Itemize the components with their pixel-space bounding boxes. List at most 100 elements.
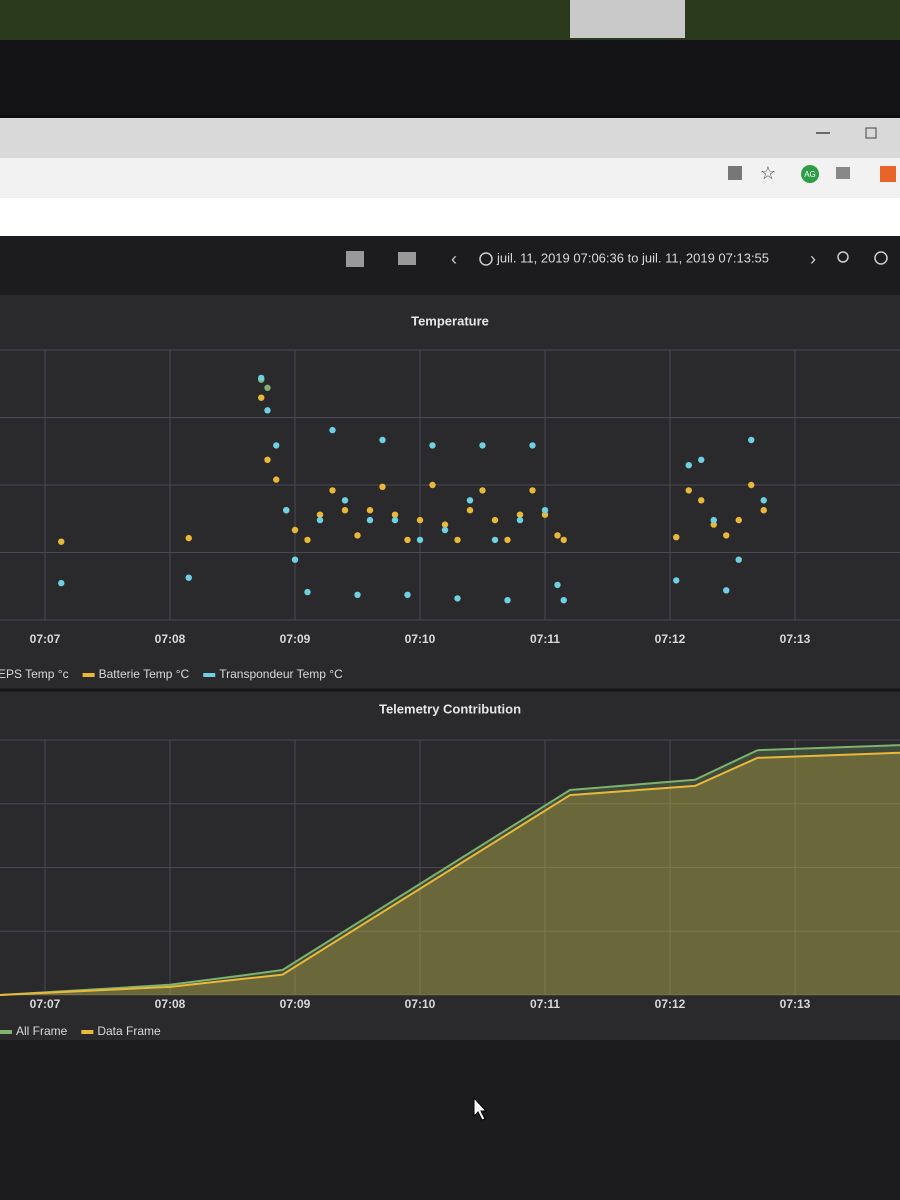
data-point [710, 521, 717, 528]
data-point [404, 591, 411, 598]
avatar-text: AG [804, 170, 816, 179]
data-point [673, 534, 680, 541]
bezel [0, 40, 900, 115]
data-point [329, 487, 336, 494]
data-point [354, 591, 361, 598]
data-point [504, 597, 511, 604]
data-point [760, 497, 767, 504]
data-point [554, 532, 561, 539]
data-point [466, 507, 474, 514]
data-point [554, 581, 561, 589]
background [0, 0, 900, 40]
data-point [264, 407, 271, 414]
data-point [735, 556, 742, 563]
data-point [491, 516, 499, 524]
clock-icon [479, 252, 493, 266]
data-point [58, 579, 65, 587]
panel [0, 295, 900, 695]
data-point [416, 536, 424, 544]
data-point [516, 516, 524, 524]
data-point [698, 456, 705, 463]
extension-icon[interactable] [880, 166, 896, 182]
data-point [258, 374, 265, 382]
legend-label: All Frame [16, 1024, 68, 1038]
video-icon[interactable] [836, 167, 850, 179]
legend-swatch [0, 1030, 12, 1034]
restore-button[interactable] [865, 127, 877, 139]
data-point [258, 394, 265, 401]
x-tick-label: 07:13 [780, 632, 811, 646]
legend-swatch [81, 1030, 94, 1034]
data-point [673, 577, 680, 584]
zoom-out-button[interactable] [837, 251, 849, 263]
x-tick-label: 07:10 [405, 632, 436, 646]
x-tick-label: 07:09 [280, 997, 311, 1011]
data-point [304, 536, 311, 544]
page-top [0, 198, 900, 236]
data-point [185, 574, 192, 581]
legend-label: EPS Temp °c [0, 667, 69, 681]
data-point [416, 516, 424, 524]
data-point [466, 497, 474, 504]
time-range[interactable]: juil. 11, 2019 07:06:36 to juil. 11, 201… [496, 250, 769, 265]
data-point [560, 597, 567, 604]
tv-mode-button[interactable] [398, 252, 416, 265]
legend-label: Batterie Temp °C [99, 667, 190, 681]
data-point [529, 487, 536, 494]
data-point [379, 483, 386, 490]
data-point [316, 516, 324, 524]
data-point [441, 526, 449, 534]
share-button[interactable] [346, 251, 364, 267]
data-point [391, 516, 399, 524]
data-point [685, 487, 692, 494]
address-bar [0, 158, 900, 198]
data-point [429, 481, 436, 489]
x-tick-label: 07:11 [530, 997, 560, 1011]
data-point [391, 511, 399, 518]
x-tick-label: 07:08 [155, 632, 186, 646]
legend-label: Data Frame [97, 1024, 161, 1038]
x-tick-label: 07:12 [655, 632, 686, 646]
avatar[interactable] [801, 165, 819, 183]
translate-icon[interactable] [728, 166, 742, 180]
x-tick-label: 07:11 [530, 632, 560, 646]
data-point [273, 476, 280, 483]
data-point [723, 587, 730, 594]
data-point [504, 536, 511, 544]
data-point [479, 487, 486, 494]
data-point [541, 507, 549, 514]
data-point [329, 426, 336, 434]
data-point [366, 516, 374, 524]
bookmark-icon[interactable]: ☆ [760, 163, 776, 183]
data-point [58, 538, 65, 545]
data-point [685, 462, 692, 469]
data-point [404, 536, 411, 544]
charts: Temperature 07:07 07:08 07:09 07:10 07:11 07:1… [0, 313, 900, 1038]
data-point [316, 511, 324, 518]
time-back-button[interactable]: ‹ [451, 249, 457, 269]
data-point [748, 481, 755, 489]
time-forward-button[interactable]: › [810, 249, 816, 269]
series-line [0, 744, 900, 996]
data-point [341, 507, 349, 514]
data-point [529, 442, 536, 449]
data-point [748, 436, 755, 444]
data-point [710, 516, 717, 524]
data-point [698, 497, 705, 504]
data-point [516, 511, 524, 518]
data-point [441, 521, 449, 528]
area-fill [0, 752, 900, 995]
data-point [264, 456, 271, 463]
x-tick-label: 07:07 [30, 632, 61, 646]
chart-title: Telemetry Contribution [379, 701, 521, 716]
series-line [0, 751, 900, 996]
refresh-button[interactable] [874, 251, 888, 265]
data-point [479, 442, 486, 449]
data-point [723, 532, 730, 539]
data-point [541, 511, 549, 518]
data-point [429, 442, 436, 449]
x-tick-label: 07:12 [655, 997, 686, 1011]
data-point [354, 532, 361, 539]
chart-title: Temperature [411, 313, 489, 328]
